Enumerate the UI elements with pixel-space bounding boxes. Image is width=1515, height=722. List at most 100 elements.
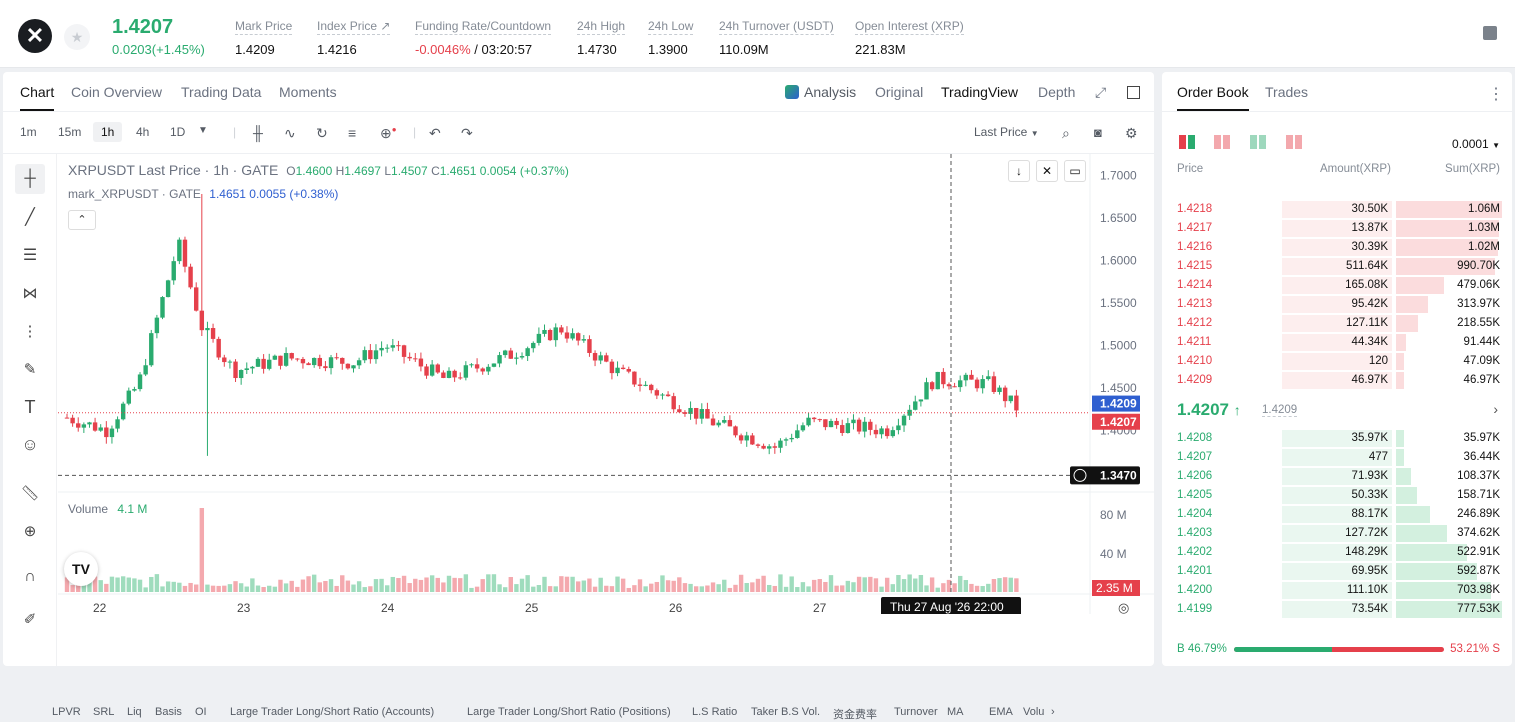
view-depth[interactable]: Depth xyxy=(1038,84,1076,100)
stat-index-price[interactable]: Index Price ↗ 1.4216 xyxy=(317,19,391,57)
ask-row[interactable]: 1.4213 95.42K 313.97K xyxy=(1162,295,1512,314)
book-icon[interactable] xyxy=(1483,26,1497,40)
indicator-tab[interactable]: Large Trader Long/Short Ratio (Positions… xyxy=(467,706,671,718)
bid-row[interactable]: 1.4202 148.29K 522.91K xyxy=(1162,543,1512,562)
crosshair-tool-icon[interactable]: ┼ xyxy=(15,164,45,194)
tradingview-logo-icon[interactable]: TV xyxy=(64,552,98,586)
window-icon[interactable] xyxy=(1127,86,1140,99)
ask-row[interactable]: 1.4212 127.11K 218.55K xyxy=(1162,314,1512,333)
lock-drawings-icon[interactable]: ✐ xyxy=(23,611,37,628)
bid-row[interactable]: 1.4199 73.54K 777.53K xyxy=(1162,600,1512,619)
ask-row[interactable]: 1.4210 120 47.09K xyxy=(1162,352,1512,371)
bid-row[interactable]: 1.4208 35.97K 35.97K xyxy=(1162,429,1512,448)
brush-tool-icon[interactable]: ✎ xyxy=(23,361,37,378)
templates-icon[interactable]: ≡ xyxy=(348,125,357,141)
tab-coin-overview[interactable]: Coin Overview xyxy=(71,84,163,100)
candlestick-chart[interactable]: 1.70001.65001.60001.55001.50001.45001.40… xyxy=(58,154,1154,614)
tab-trades[interactable]: Trades xyxy=(1265,84,1309,100)
zoom-in-tool-icon[interactable]: ⊕ xyxy=(23,523,37,540)
book-layout-asks-icon[interactable] xyxy=(1214,135,1230,152)
bid-row[interactable]: 1.4204 88.17K 246.89K xyxy=(1162,505,1512,524)
ask-row[interactable]: 1.4211 44.34K 91.44K xyxy=(1162,333,1512,352)
undo-icon[interactable]: ↶ xyxy=(429,125,441,141)
favorite-star-icon[interactable]: ★ xyxy=(64,24,90,50)
bid-row[interactable]: 1.4207 477 36.44K xyxy=(1162,448,1512,467)
chevron-right-icon[interactable]: › xyxy=(1493,401,1498,417)
indicators-icon[interactable]: ∿ xyxy=(284,125,296,141)
indicator-tab[interactable]: SRL xyxy=(93,706,115,718)
text-tool-icon[interactable]: T xyxy=(24,396,36,417)
interval-15m[interactable]: 15m xyxy=(58,125,82,139)
redo-icon[interactable]: ↷ xyxy=(461,125,473,141)
bid-row[interactable]: 1.4201 69.95K 592.87K xyxy=(1162,562,1512,581)
candle-type-icon[interactable]: ╫ xyxy=(253,125,263,141)
mid-price[interactable]: 1.4207 ↑ xyxy=(1177,400,1241,419)
bid-row[interactable]: 1.4200 111.10K 703.98K xyxy=(1162,581,1512,600)
indicator-tab[interactable]: Turnover xyxy=(894,706,938,718)
indicator-tab[interactable]: Basis xyxy=(155,706,182,718)
more-options-icon[interactable]: ⋮ xyxy=(1488,86,1504,103)
view-tradingview[interactable]: TradingView xyxy=(941,84,1019,100)
precision-select[interactable]: 0.0001 ▼ xyxy=(1452,137,1500,151)
indicator-tab[interactable]: Taker B.S Vol. xyxy=(751,706,821,718)
bid-row[interactable]: 1.4206 71.93K 108.37K xyxy=(1162,467,1512,486)
collapse-legend-icon[interactable]: ⌃ xyxy=(68,210,96,230)
add-indicator-icon[interactable]: ⊕● xyxy=(380,125,397,141)
ask-row[interactable]: 1.4214 165.08K 479.06K xyxy=(1162,276,1512,295)
indicator-tab[interactable]: MA xyxy=(947,706,964,718)
row-amount: 111.10K xyxy=(1346,584,1388,596)
pattern-tool-icon[interactable]: ⋈ xyxy=(22,285,38,302)
indicator-tab[interactable]: 资金费率 xyxy=(833,709,877,721)
stat-funding-rate[interactable]: Funding Rate/Countdown -0.0046% / 03:20:… xyxy=(415,19,552,57)
search-icon[interactable]: ⌕ xyxy=(1062,125,1070,141)
horizontal-lines-tool-icon[interactable]: ☰ xyxy=(22,247,38,264)
indicator-scroll-right-icon[interactable]: › xyxy=(1051,706,1055,718)
analysis-button[interactable]: Analysis xyxy=(785,84,856,100)
ask-row[interactable]: 1.4217 13.87K 1.03M xyxy=(1162,219,1512,238)
trendline-tool-icon[interactable]: ╱ xyxy=(25,209,35,226)
replay-icon[interactable]: ↻ xyxy=(316,125,328,141)
magnet-tool-icon[interactable]: ∩ xyxy=(24,568,36,585)
view-original[interactable]: Original xyxy=(875,84,924,100)
ask-row[interactable]: 1.4215 511.64K 990.70K xyxy=(1162,257,1512,276)
ruler-tool-icon[interactable]: 📏︎ xyxy=(20,485,40,502)
scroll-down-icon[interactable]: ↓ xyxy=(1008,160,1030,182)
indicator-tab[interactable]: Liq xyxy=(127,706,142,718)
price-type-select[interactable]: Last Price ▼ xyxy=(974,125,1039,139)
book-layout-compact-icon[interactable] xyxy=(1286,135,1302,152)
settings-gear-icon[interactable]: ⚙ xyxy=(1125,125,1138,141)
camera-icon[interactable]: ◙ xyxy=(1094,125,1102,140)
book-layout-both-icon[interactable] xyxy=(1179,135,1195,152)
ask-row[interactable]: 1.4209 46.97K 46.97K xyxy=(1162,371,1512,390)
collapse-icon[interactable]: ✕ xyxy=(1036,160,1058,182)
ask-row[interactable]: 1.4218 30.50K 1.06M xyxy=(1162,200,1512,219)
interval-1m[interactable]: 1m xyxy=(20,125,37,139)
candle-body xyxy=(879,428,884,435)
indicator-tab[interactable]: EMA xyxy=(989,706,1013,718)
book-layout-bids-icon[interactable] xyxy=(1250,135,1266,152)
ask-row[interactable]: 1.4216 30.39K 1.02M xyxy=(1162,238,1512,257)
bid-row[interactable]: 1.4205 50.33K 158.71K xyxy=(1162,486,1512,505)
tab-order-book[interactable]: Order Book xyxy=(1177,84,1249,111)
indicator-tab[interactable]: Volu xyxy=(1023,706,1045,718)
tab-trading-data[interactable]: Trading Data xyxy=(181,84,262,100)
bid-row[interactable]: 1.4203 127.72K 374.62K xyxy=(1162,524,1512,543)
volume-bar xyxy=(458,578,463,592)
indicator-tab[interactable]: L.S Ratio xyxy=(692,706,738,718)
stat-mark-price[interactable]: Mark Price 1.4209 xyxy=(235,19,293,57)
fib-tool-icon[interactable]: ⋮ xyxy=(22,323,38,340)
interval-4h[interactable]: 4h xyxy=(136,125,150,139)
indicator-tab[interactable]: OI xyxy=(195,706,207,718)
reset-view-icon[interactable]: ▭ xyxy=(1064,160,1086,182)
fullscreen-icon[interactable]: ⤢ xyxy=(1095,84,1107,100)
price-tick-label: 1.5500 xyxy=(1100,296,1137,310)
interval-dropdown-icon[interactable]: ▼ xyxy=(198,125,208,136)
interval-1d[interactable]: 1D xyxy=(170,125,186,139)
price-chart[interactable]: 1.7000 1.6500 1.6000 1.5500 1.5000 1.4500 1.40… xyxy=(52,154,1154,721)
interval-1h[interactable]: 1h xyxy=(93,122,123,142)
indicator-tab[interactable]: LPVR xyxy=(52,706,81,718)
tab-chart[interactable]: Chart xyxy=(20,84,55,111)
indicator-tab[interactable]: Large Trader Long/Short Ratio (Accounts) xyxy=(230,706,435,718)
emoji-tool-icon[interactable]: ☺ xyxy=(21,435,39,454)
tab-moments[interactable]: Moments xyxy=(279,84,337,100)
